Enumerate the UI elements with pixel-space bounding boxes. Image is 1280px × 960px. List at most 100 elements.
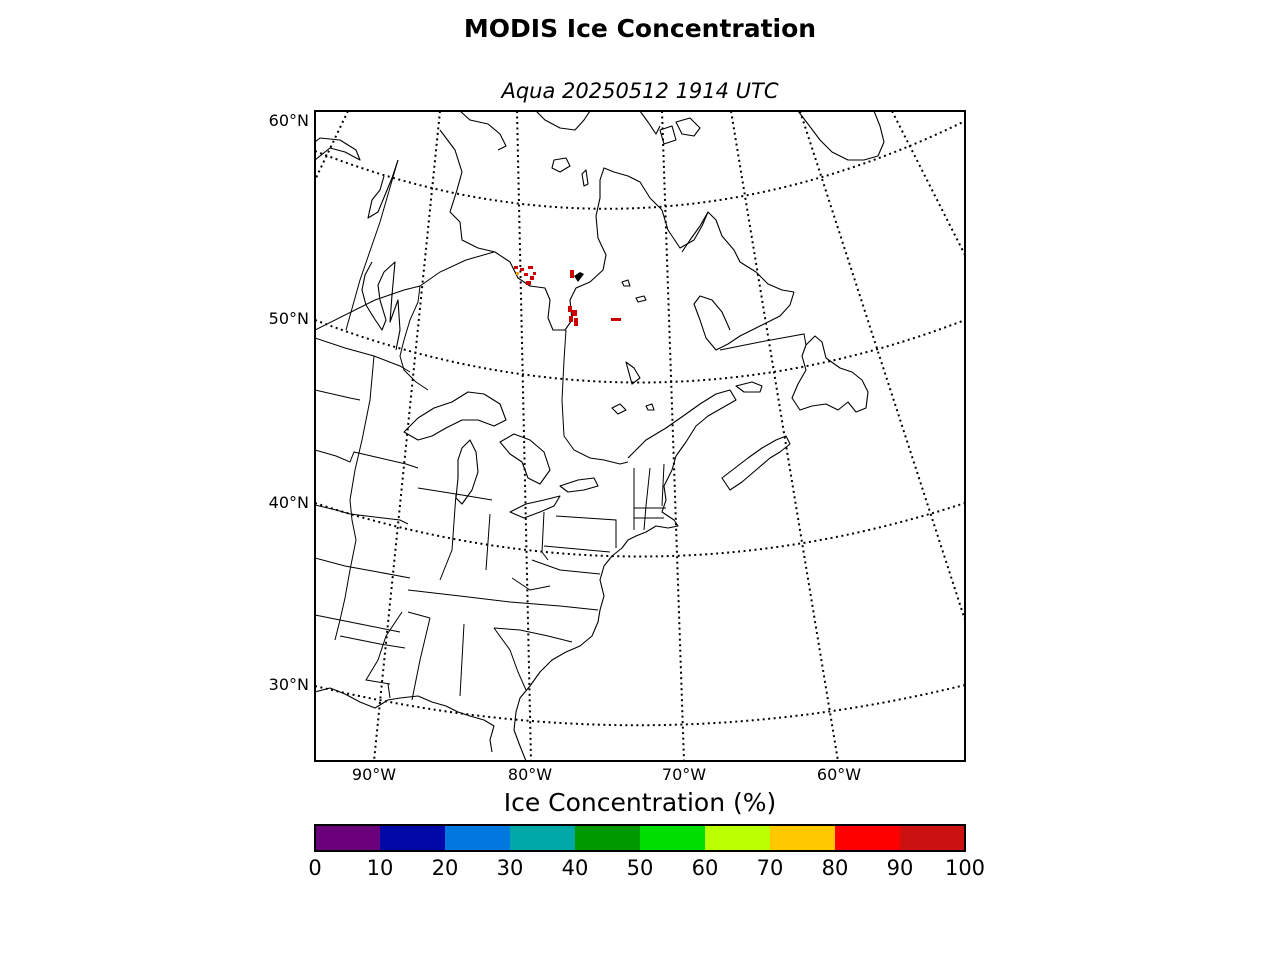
ice-pixel [574, 318, 578, 326]
state-line-k [411, 617, 431, 701]
colorbar-label: Ice Concentration (%) [504, 788, 777, 817]
colorbar-segments [315, 825, 966, 851]
lake-ontario [559, 477, 599, 493]
state-line-e [315, 557, 411, 579]
ice-pixel [533, 272, 536, 275]
coast-baffin [797, 111, 885, 161]
island-hudson-a [581, 169, 589, 187]
lon-label-90w: 90°W [352, 765, 396, 784]
colorbar-segment [575, 825, 641, 851]
state-line-z [511, 577, 551, 591]
state-line-g [339, 635, 406, 649]
coast-hudson-james-bay [439, 129, 795, 331]
state-line-i [407, 589, 599, 611]
state-line-b [334, 355, 375, 641]
lon-label-70w: 70°W [662, 765, 706, 784]
colorbar-segment [705, 825, 771, 851]
lake-quebec-a [611, 403, 627, 415]
state-line-p [555, 515, 617, 548]
ice-region-west-james-bay [514, 266, 536, 285]
lat-label-40n: 40°N [269, 493, 309, 512]
coastlines [315, 111, 885, 761]
coast-lake-winnipeg [361, 261, 401, 351]
coast-quebec-north-shore [693, 291, 795, 351]
colorbar-segment [380, 825, 446, 851]
coast-gulf [315, 687, 495, 753]
colorbar-segment [510, 825, 576, 851]
meridian-50w [799, 111, 965, 621]
lon-label-80w: 80°W [508, 765, 552, 784]
state-line-s [541, 511, 549, 561]
state-line-ms [365, 611, 403, 685]
state-line-v [661, 463, 665, 507]
island-hudson-strait [675, 117, 701, 137]
ice-pixels [514, 266, 621, 326]
ice-pixel [569, 316, 573, 322]
map-content [315, 111, 965, 761]
state-line-y [531, 559, 601, 575]
lat-label-30n: 30°N [269, 675, 309, 694]
state-line-q [485, 513, 491, 571]
colorbar-tick-label: 30 [497, 856, 524, 880]
lake-erie [509, 495, 561, 519]
colorbar-segment [900, 825, 966, 851]
coast-st-lawrence [627, 389, 737, 459]
state-line-d [315, 504, 409, 525]
coast-newfoundland [791, 335, 869, 413]
colorbar-tick-label: 0 [308, 856, 321, 880]
colorbar-segment [770, 825, 836, 851]
boundary-ontario-west [399, 285, 429, 391]
lake-superior [403, 391, 507, 441]
lake-quebec-d [635, 295, 647, 303]
ice-pixel [514, 266, 518, 269]
ice-pixel [530, 276, 534, 280]
ice-pixel [528, 266, 533, 269]
state-line-f [315, 614, 401, 633]
figure-title: MODIS Ice Concentration [463, 14, 817, 43]
ice-pixel [524, 273, 528, 276]
ice-pixel [570, 270, 574, 278]
ice-pixel [568, 306, 572, 312]
political-boundaries [315, 159, 807, 701]
coast-new-england [621, 455, 679, 549]
graticule-parallels [315, 120, 965, 727]
state-line-l [459, 623, 465, 697]
state-line-r [439, 493, 457, 581]
meridian-100w [315, 111, 349, 181]
ice-pixel-orange [516, 272, 519, 275]
island-akimiski [574, 272, 584, 282]
ice-region-interior-lake [611, 318, 621, 321]
figure-subtitle: Aqua 20250512 1914 UTC [501, 79, 779, 103]
colorbar-segment [640, 825, 706, 851]
lat-label-60n: 60°N [269, 111, 309, 130]
colorbar-frame [314, 824, 966, 852]
state-line-m [493, 627, 527, 691]
coast-anticosti [735, 381, 763, 393]
ice-pixel [520, 268, 524, 271]
lake-quebec-c [621, 279, 631, 287]
coast-hudson-west [367, 159, 399, 219]
state-line-la [387, 683, 391, 699]
lake-quebec-b [645, 403, 655, 411]
ice-pixel [526, 281, 531, 285]
ice-region-east-james-bay [568, 270, 578, 326]
state-line-j [407, 611, 431, 619]
coast-southampton [535, 111, 591, 131]
meridian-70w [661, 111, 685, 761]
boundary-quebec-labrador [719, 333, 807, 351]
colorbar-tick-label: 80 [822, 856, 849, 880]
graticule-meridians [315, 111, 965, 761]
colorbar-tick-label: 50 [627, 856, 654, 880]
island-hudson-strait-b [659, 125, 677, 145]
colorbar-segment [835, 825, 901, 851]
state-line-n [493, 627, 573, 643]
colorbar-ticks: 0 10 20 30 40 50 60 70 80 90 100 [308, 856, 985, 880]
colorbar-segment [445, 825, 511, 851]
parallel-30n [315, 684, 965, 727]
state-line-c [315, 449, 419, 469]
state-line-u [643, 467, 651, 531]
coast-hudson-nw [459, 111, 507, 151]
colorbar-tick-label: 100 [945, 856, 985, 880]
lake-huron [499, 433, 551, 485]
